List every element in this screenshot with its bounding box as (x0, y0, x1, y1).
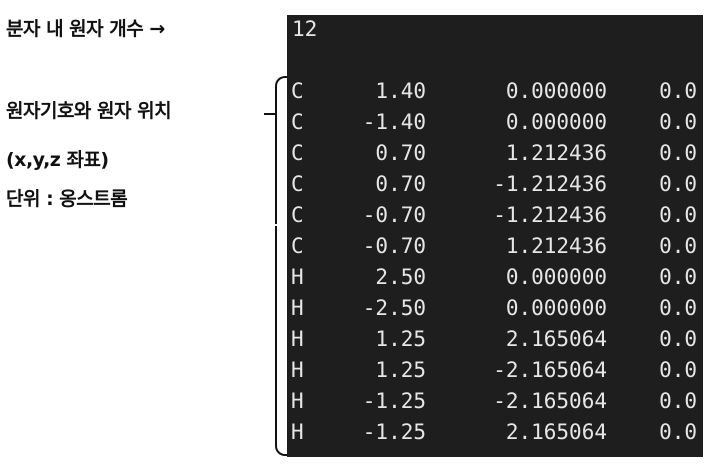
z-coordinate: 0.0 (659, 110, 697, 134)
atom-symbol: C (291, 172, 304, 196)
y-coordinate: 0.000000 (505, 110, 607, 134)
z-coordinate: 0.0 (659, 389, 697, 413)
atom-list: C 1.40 0.000000 0.0 C -1.40 0.000000 0.0 C 0.70 1.… (287, 79, 703, 451)
z-coordinate: 0.0 (659, 79, 697, 103)
z-coordinate: 0.0 (659, 420, 697, 444)
z-coordinate: 0.0 (659, 296, 697, 320)
z-coordinate: 0.0 (659, 327, 697, 351)
y-coordinate: 2.165064 (505, 420, 607, 444)
y-coordinate: 1.212436 (505, 234, 607, 258)
x-coordinate: 1.25 (375, 358, 426, 382)
atom-row: C -1.40 0.000000 0.0 (287, 110, 703, 141)
x-coordinate: -1.25 (362, 420, 426, 444)
x-coordinate: -0.70 (362, 234, 426, 258)
y-coordinate: 1.212436 (505, 141, 607, 165)
x-coordinate: 2.50 (375, 265, 426, 289)
bracket-pointer (264, 113, 276, 115)
y-coordinate: -1.212436 (493, 172, 607, 196)
atom-symbol: C (291, 110, 304, 134)
atom-row: C -0.70 1.212436 0.0 (287, 234, 703, 265)
atom-symbol: H (291, 358, 304, 382)
atom-symbol: C (291, 234, 304, 258)
x-coordinate: -1.40 (362, 110, 426, 134)
coords-label: (x,y,z 좌표) (6, 149, 109, 171)
atom-row: H 1.25 2.165064 0.0 (287, 327, 703, 358)
atom-row: C 0.70 -1.212436 0.0 (287, 172, 703, 203)
x-coordinate: -0.70 (362, 203, 426, 227)
atom-count-label: 분자 내 원자 개수 → (6, 18, 165, 40)
bracket-bottom (275, 226, 287, 456)
x-coordinate: 0.70 (375, 172, 426, 196)
atom-row: C 1.40 0.000000 0.0 (287, 79, 703, 110)
y-coordinate: -2.165064 (493, 358, 607, 382)
bracket-top (275, 76, 287, 224)
y-coordinate: -1.212436 (493, 203, 607, 227)
z-coordinate: 0.0 (659, 234, 697, 258)
atom-symbol: H (291, 389, 304, 413)
atom-row: H -2.50 0.000000 0.0 (287, 296, 703, 327)
x-coordinate: -2.50 (362, 296, 426, 320)
x-coordinate: 1.25 (375, 327, 426, 351)
y-coordinate: 0.000000 (505, 79, 607, 103)
y-coordinate: 0.000000 (505, 296, 607, 320)
z-coordinate: 0.0 (659, 141, 697, 165)
atom-row: H 1.25 -2.165064 0.0 (287, 358, 703, 389)
atom-row: C 0.70 1.212436 0.0 (287, 141, 703, 172)
atom-row: H 2.50 0.000000 0.0 (287, 265, 703, 296)
x-coordinate: -1.25 (362, 389, 426, 413)
atom-symbol: H (291, 327, 304, 351)
y-coordinate: 2.165064 (505, 327, 607, 351)
z-coordinate: 0.0 (659, 358, 697, 382)
x-coordinate: 0.70 (375, 141, 426, 165)
z-coordinate: 0.0 (659, 265, 697, 289)
z-coordinate: 0.0 (659, 203, 697, 227)
atom-symbol: C (291, 141, 304, 165)
y-coordinate: -2.165064 (493, 389, 607, 413)
atom-symbol: H (291, 296, 304, 320)
x-coordinate: 1.40 (375, 79, 426, 103)
atom-symbol: C (291, 203, 304, 227)
y-coordinate: 0.000000 (505, 265, 607, 289)
atom-symbol: H (291, 265, 304, 289)
atom-row: H -1.25 -2.165064 0.0 (287, 389, 703, 420)
symbol-position-label: 원자기호와 원자 위치 (6, 100, 172, 122)
atom-count-value: 12 (292, 17, 318, 41)
atom-symbol: H (291, 420, 304, 444)
atom-row: H -1.25 2.165064 0.0 (287, 420, 703, 451)
unit-label: 단위 : 옹스트롬 (6, 188, 128, 210)
z-coordinate: 0.0 (659, 172, 697, 196)
atom-symbol: C (291, 79, 304, 103)
xyz-file-terminal: 12 C 1.40 0.000000 0.0 C -1.40 0.000000 0.0 C 0.7… (287, 15, 703, 457)
atom-row: C -0.70 -1.212436 0.0 (287, 203, 703, 234)
